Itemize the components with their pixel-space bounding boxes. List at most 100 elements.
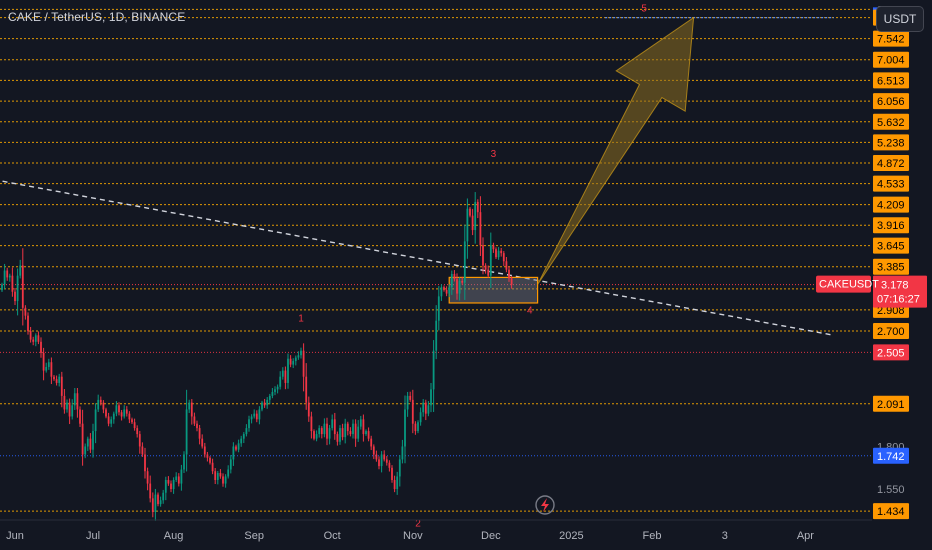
lightning-icon[interactable] <box>535 495 555 515</box>
candle <box>365 429 367 436</box>
svg-text:2.505: 2.505 <box>877 347 905 359</box>
x-tick-label: Dec <box>481 530 501 542</box>
symbol-title[interactable]: CAKE / TetherUS, 1D, BINANCE <box>8 10 186 24</box>
candle <box>58 373 61 387</box>
candle <box>227 465 230 479</box>
x-tick-label: Sep <box>244 530 264 542</box>
wave-label[interactable]: 4 <box>527 306 533 317</box>
candle <box>406 391 409 417</box>
candle <box>287 353 289 389</box>
candle <box>167 476 170 486</box>
candle <box>427 401 430 417</box>
candle <box>294 355 297 366</box>
candle <box>102 400 105 414</box>
candle <box>133 418 136 431</box>
svg-text:2.700: 2.700 <box>877 326 905 338</box>
candle <box>487 265 490 278</box>
candle <box>424 399 427 421</box>
candle <box>185 389 188 472</box>
wave-label[interactable]: 3 <box>491 149 497 160</box>
candle <box>250 414 253 424</box>
candle <box>367 427 370 442</box>
wave-labels: 1 2 3 4 5 <box>298 3 647 529</box>
candle <box>146 467 149 491</box>
time-axis: Jun Jul Aug Sep Oct Nov Dec 2025 Feb 3 Apr <box>0 519 872 542</box>
candle <box>336 431 339 446</box>
candle <box>66 399 68 413</box>
candle <box>326 417 328 446</box>
candle <box>266 397 269 409</box>
candle <box>190 399 193 425</box>
svg-text:4.872: 4.872 <box>877 158 905 170</box>
candle <box>115 401 118 417</box>
candle <box>37 331 40 345</box>
candle <box>149 475 152 503</box>
candle <box>50 357 53 385</box>
candle <box>422 399 425 417</box>
y-level-badge: 2.091 <box>873 395 909 412</box>
candle <box>310 411 313 439</box>
candle <box>151 492 154 518</box>
candle <box>27 312 29 335</box>
candle <box>495 247 497 260</box>
candle <box>469 207 471 218</box>
candle <box>209 456 211 465</box>
y-blue-badge: 1.742 <box>873 447 909 464</box>
candle <box>183 451 185 474</box>
candle <box>131 417 133 424</box>
wave-label[interactable]: 1 <box>298 314 304 325</box>
candle <box>198 425 201 445</box>
y-partial-label: 1.550 <box>877 484 905 496</box>
candle <box>458 277 461 301</box>
svg-text:3.645: 3.645 <box>877 241 905 253</box>
candle <box>489 232 492 288</box>
candle <box>214 468 217 485</box>
horizontal-levels <box>0 8 872 512</box>
candle <box>258 406 261 425</box>
candle <box>248 415 250 432</box>
forecast-arrow[interactable] <box>537 16 695 285</box>
candle <box>385 456 388 466</box>
wave-label[interactable]: 5 <box>641 3 647 14</box>
candle <box>497 247 500 260</box>
candle <box>164 476 167 501</box>
candle <box>97 394 100 413</box>
candle <box>479 196 482 256</box>
candle <box>53 375 55 381</box>
candle <box>128 411 131 424</box>
dashed-trendline[interactable] <box>0 176 835 336</box>
svg-text:5.238: 5.238 <box>877 137 905 149</box>
candle <box>170 480 172 493</box>
candle <box>346 421 349 436</box>
candle <box>224 474 227 488</box>
candle <box>175 472 178 483</box>
candle <box>396 471 399 495</box>
candle <box>388 460 391 472</box>
candle <box>99 396 102 406</box>
candle <box>235 444 237 452</box>
candle <box>242 432 245 444</box>
y-level-badge: 2.700 <box>873 323 909 340</box>
currency-button[interactable]: USDT <box>876 6 924 32</box>
candle <box>240 435 243 447</box>
candle <box>510 276 513 289</box>
svg-text:6.513: 6.513 <box>877 75 905 87</box>
candle <box>378 456 380 470</box>
candle <box>354 419 357 447</box>
candle <box>201 434 204 449</box>
candle <box>21 248 24 326</box>
candle <box>232 442 235 466</box>
candle <box>24 305 27 320</box>
candle <box>157 492 159 507</box>
svg-text:6.056: 6.056 <box>877 96 905 108</box>
candle <box>437 286 440 331</box>
wave-label[interactable]: 2 <box>415 518 421 529</box>
candle <box>331 414 334 431</box>
candle <box>206 451 209 462</box>
candle <box>255 410 258 423</box>
candle <box>71 399 74 420</box>
y-level-badge: 4.209 <box>873 196 909 213</box>
candle <box>362 414 365 442</box>
